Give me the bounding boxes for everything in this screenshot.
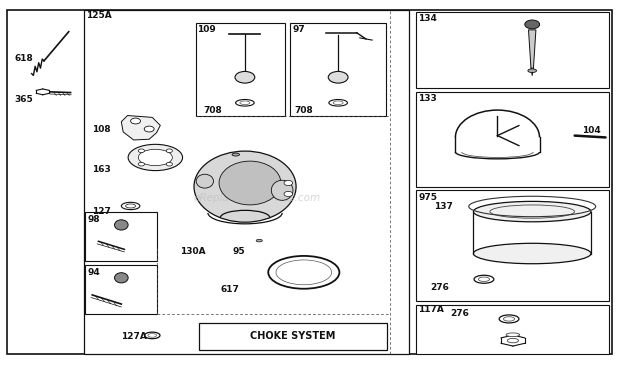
Text: 133: 133 (418, 94, 437, 104)
Bar (86, 265, 157, 314)
Circle shape (235, 71, 255, 83)
Text: 708: 708 (294, 107, 313, 115)
Ellipse shape (240, 101, 250, 105)
Ellipse shape (115, 273, 128, 283)
Bar (198, 323, 388, 350)
Ellipse shape (138, 149, 172, 166)
Ellipse shape (232, 153, 239, 156)
Text: 117A: 117A (418, 305, 444, 314)
Ellipse shape (128, 144, 182, 171)
Polygon shape (528, 30, 536, 68)
Ellipse shape (474, 275, 494, 283)
Text: 94: 94 (87, 268, 100, 277)
Circle shape (166, 149, 172, 153)
Ellipse shape (219, 161, 281, 205)
Ellipse shape (115, 220, 128, 230)
Text: 95: 95 (232, 247, 246, 256)
Ellipse shape (479, 277, 490, 281)
Ellipse shape (490, 205, 575, 218)
Text: 276: 276 (450, 309, 469, 318)
Ellipse shape (276, 260, 332, 285)
Ellipse shape (333, 101, 343, 105)
Ellipse shape (506, 333, 520, 337)
Ellipse shape (122, 202, 140, 210)
Circle shape (131, 118, 141, 124)
Text: 365: 365 (14, 96, 33, 105)
Ellipse shape (503, 317, 515, 321)
Text: 109: 109 (197, 26, 216, 34)
Ellipse shape (272, 180, 293, 200)
Text: 134: 134 (418, 14, 437, 23)
Ellipse shape (144, 332, 160, 339)
Text: 137: 137 (434, 202, 453, 211)
Circle shape (284, 180, 293, 186)
Text: CHOKE SYSTEM: CHOKE SYSTEM (250, 331, 335, 341)
Ellipse shape (474, 201, 591, 222)
Bar (290, 23, 386, 116)
Circle shape (525, 20, 539, 29)
Text: 127: 127 (92, 207, 111, 216)
Ellipse shape (268, 256, 339, 289)
Text: 127A: 127A (122, 332, 147, 341)
Text: eReplacementParts.com: eReplacementParts.com (194, 193, 321, 203)
Text: 708: 708 (203, 107, 223, 115)
Circle shape (328, 71, 348, 83)
Circle shape (138, 149, 144, 153)
Bar (417, 305, 609, 354)
Text: 97: 97 (292, 26, 305, 34)
Bar (417, 92, 609, 187)
Text: 108: 108 (92, 125, 111, 134)
Ellipse shape (194, 151, 296, 222)
Ellipse shape (196, 174, 213, 188)
Polygon shape (122, 116, 161, 140)
Ellipse shape (236, 100, 254, 106)
Text: 130A: 130A (180, 247, 206, 256)
Bar (86, 212, 157, 261)
Ellipse shape (474, 243, 591, 264)
Bar (417, 12, 609, 88)
Bar (195, 23, 285, 116)
Ellipse shape (507, 339, 518, 343)
Text: 618: 618 (14, 53, 33, 63)
Bar (84, 10, 409, 354)
Text: 125A: 125A (86, 11, 112, 19)
Ellipse shape (528, 69, 536, 72)
Text: 617: 617 (220, 285, 239, 294)
Text: 276: 276 (431, 283, 450, 292)
Circle shape (144, 126, 154, 132)
Ellipse shape (256, 239, 262, 242)
Bar (417, 190, 609, 302)
Text: 975: 975 (418, 193, 437, 202)
Ellipse shape (126, 204, 136, 208)
Ellipse shape (329, 100, 347, 106)
Circle shape (138, 163, 144, 166)
Circle shape (166, 163, 172, 166)
Text: 163: 163 (92, 165, 111, 175)
Ellipse shape (499, 315, 519, 323)
Text: 104: 104 (582, 127, 601, 135)
Ellipse shape (148, 333, 157, 337)
Text: 98: 98 (87, 215, 100, 224)
Circle shape (284, 191, 293, 197)
